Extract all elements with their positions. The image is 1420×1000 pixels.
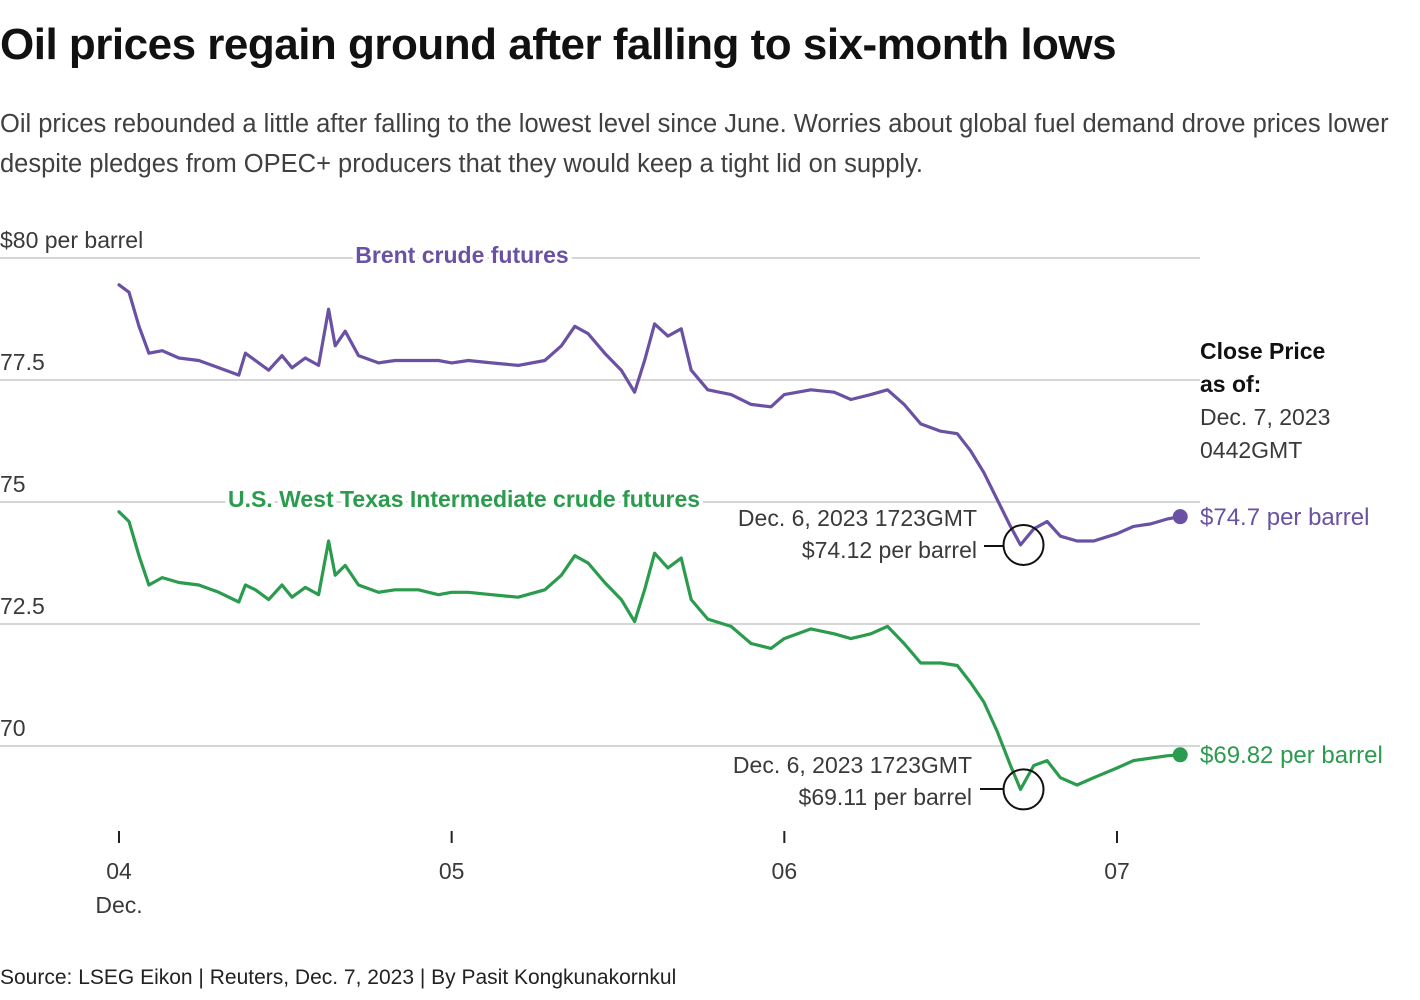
brent-low-callout: $74.12 per barrel xyxy=(802,537,977,563)
x-tick-label: 05 xyxy=(439,858,465,884)
close-price-heading: Close Price xyxy=(1200,338,1325,364)
brent-low-marker xyxy=(1002,523,1045,566)
brent-low-callout: Dec. 6, 2023 1723GMT xyxy=(738,505,977,531)
close-price-timestamp: Dec. 7, 2023 xyxy=(1200,404,1330,430)
wti-low-marker xyxy=(1002,768,1045,811)
wti-series-line xyxy=(117,510,1182,791)
wti-label-halo: U.S. West Texas Intermediate crude futur… xyxy=(228,486,700,512)
brent-end-dot xyxy=(1172,509,1188,525)
x-tick-label: 07 xyxy=(1104,858,1130,884)
wti-low-callout: Dec. 6, 2023 1723GMT xyxy=(733,752,972,778)
brent-series-line xyxy=(117,283,1182,547)
y-tick-label: $80 per barrel xyxy=(0,227,143,253)
y-tick-label: 72.5 xyxy=(0,593,45,619)
x-tick-label: 04 xyxy=(106,858,132,884)
close-price-heading: as of: xyxy=(1200,371,1261,397)
y-tick-label: 70 xyxy=(0,715,26,741)
close-price-timestamp: 0442GMT xyxy=(1200,437,1302,463)
y-tick-label: 75 xyxy=(0,471,26,497)
brent-series-label: Brent crude futures xyxy=(355,242,568,268)
brent-end-label: $74.7 per barrel xyxy=(1200,504,1369,531)
chart-title: Oil prices regain ground after falling t… xyxy=(0,20,1117,69)
x-tick-label: 06 xyxy=(772,858,798,884)
wti-low-callout: $69.11 per barrel xyxy=(799,784,972,810)
brent-label-halo: Brent crude futures xyxy=(355,242,568,268)
wti-end-dot xyxy=(1172,747,1188,763)
source-note: Source: LSEG Eikon | Reuters, Dec. 7, 20… xyxy=(0,966,677,989)
y-tick-label: 77.5 xyxy=(0,349,45,375)
wti-series-label: U.S. West Texas Intermediate crude futur… xyxy=(228,486,700,512)
x-tick-sublabel: Dec. xyxy=(95,892,142,918)
chart-subtitle: Oil prices rebounded a little after fall… xyxy=(0,110,1389,178)
oil-price-line-chart: $80 per barrel 77.5 75 72.5 70 04 Dec. 05 06 07 Br… xyxy=(0,227,1383,918)
wti-end-label: $69.82 per barrel xyxy=(1200,742,1383,769)
